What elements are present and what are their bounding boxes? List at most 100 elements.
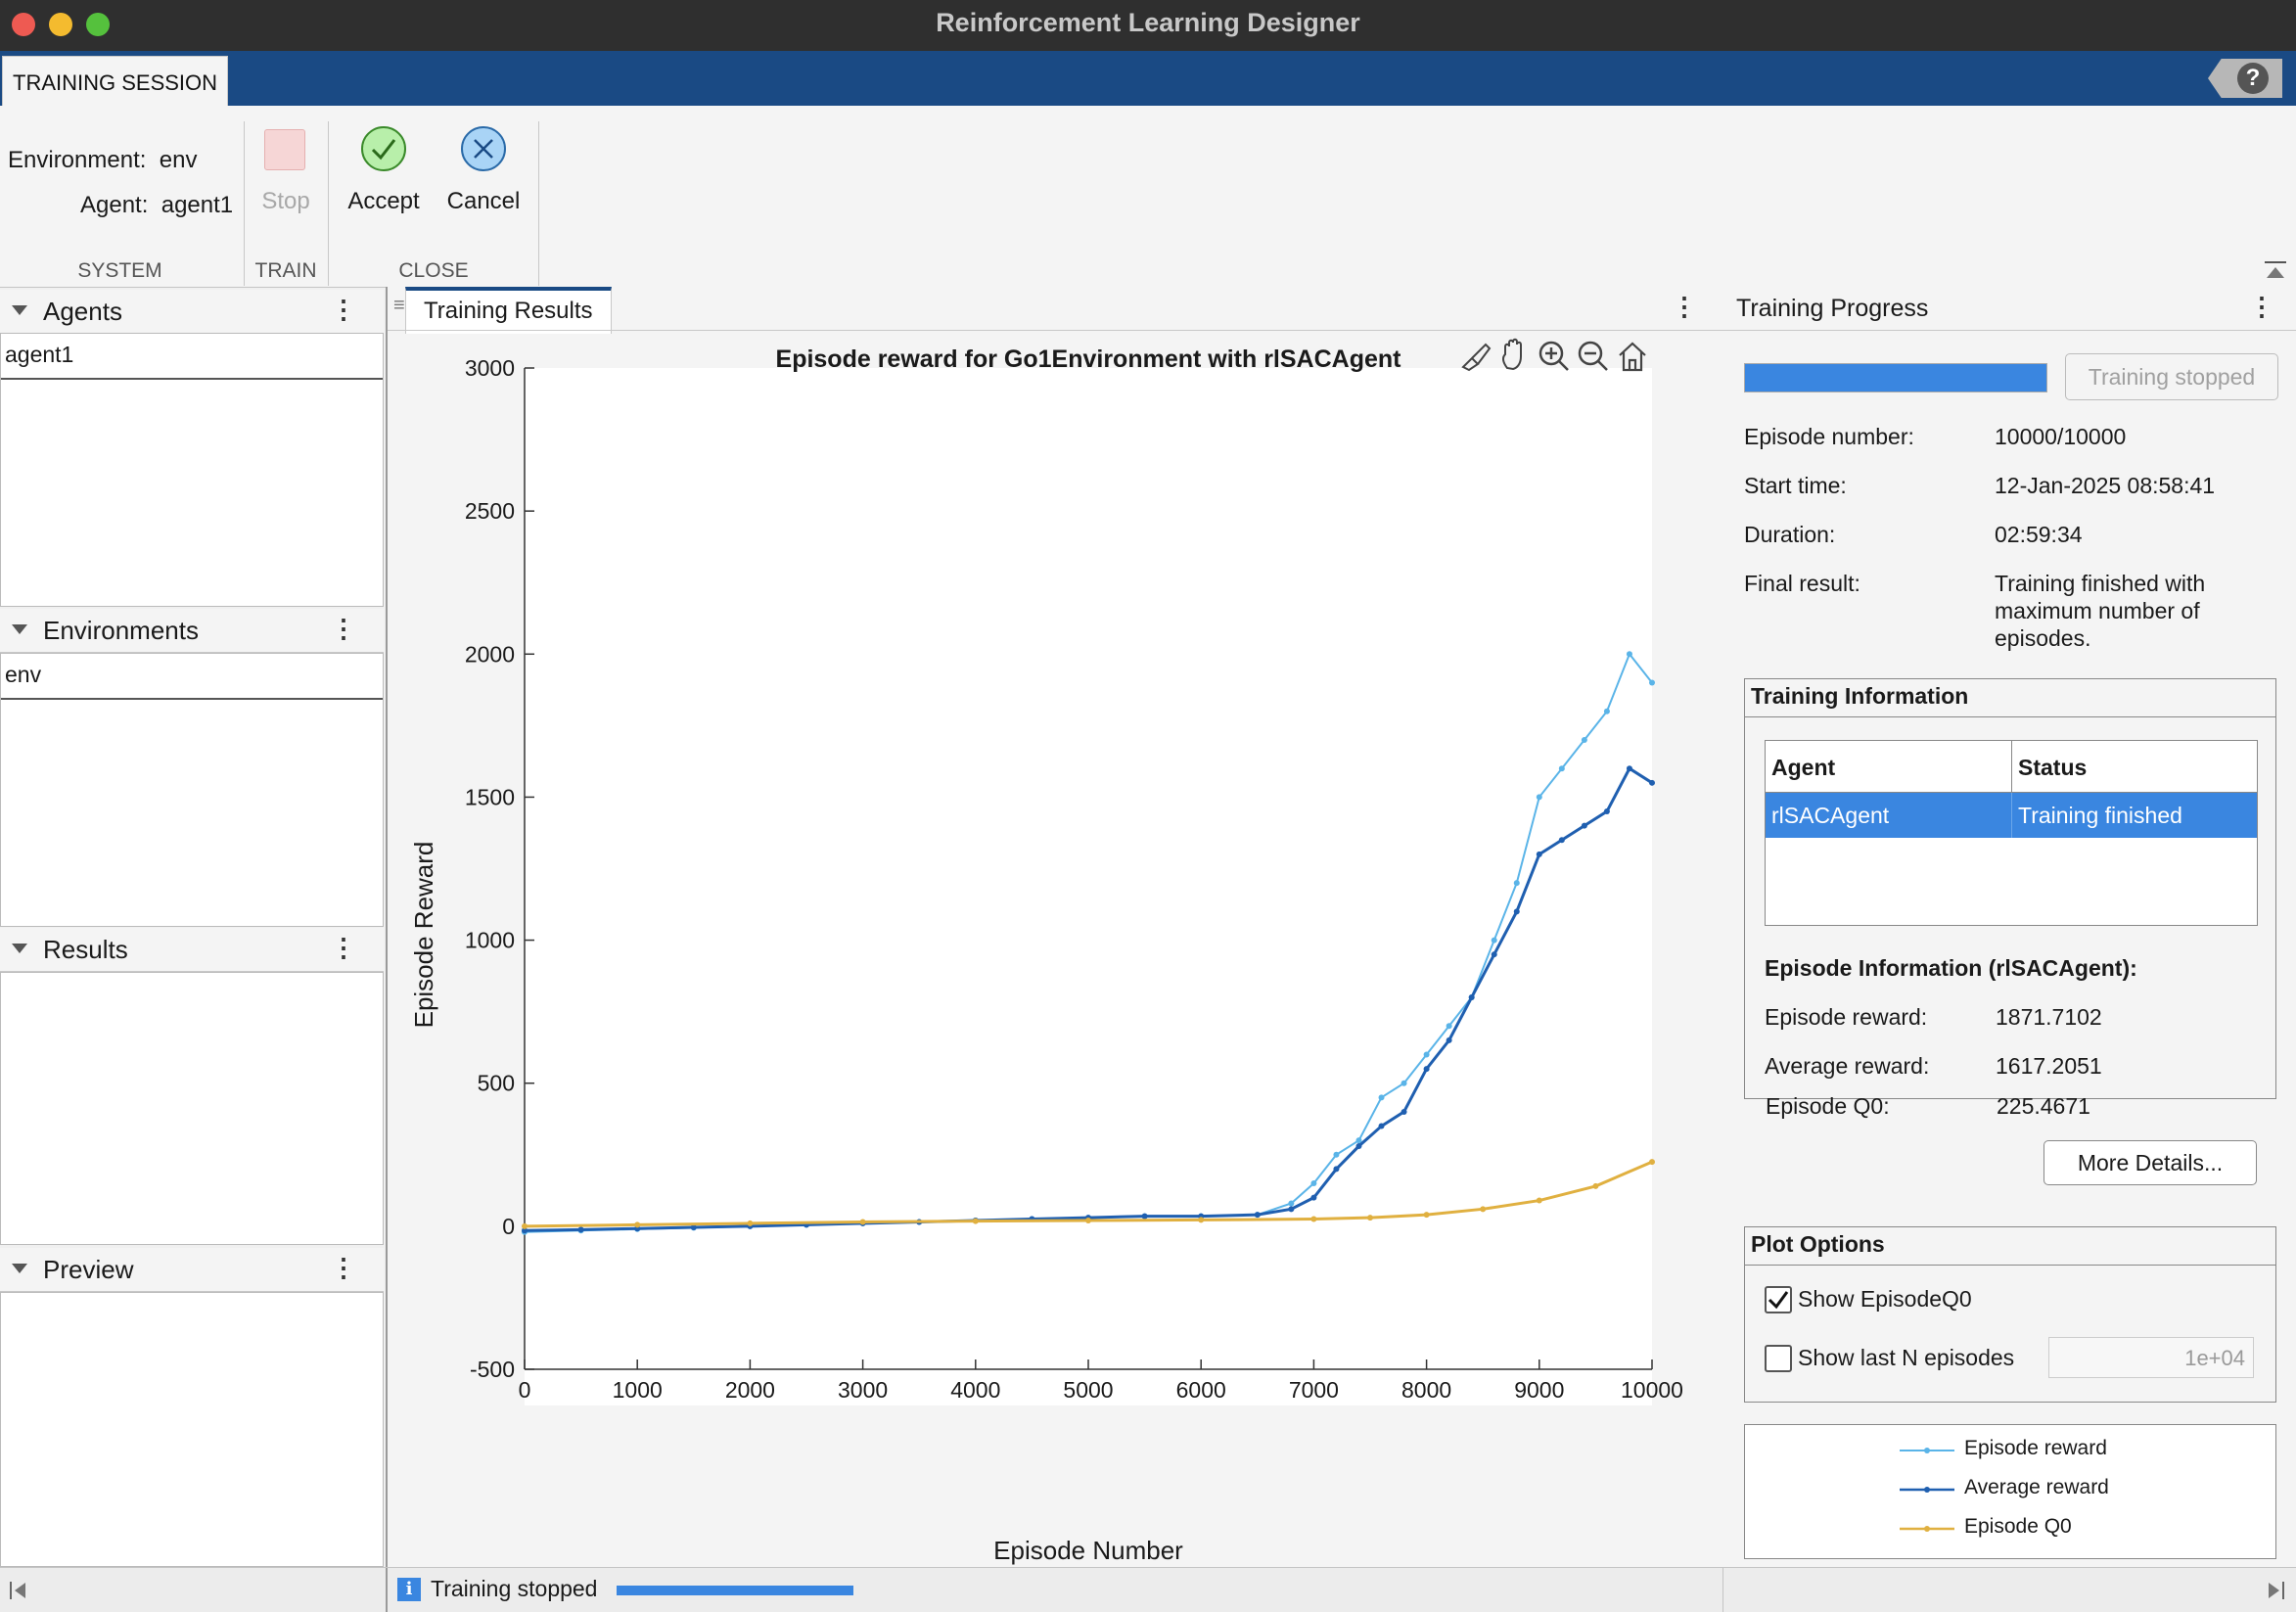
series-point-1 <box>577 1226 584 1233</box>
x-tick-label: 4000 <box>950 1377 1000 1403</box>
zoom-in-icon[interactable] <box>1538 341 1569 371</box>
x-tick-label: 8000 <box>1401 1377 1451 1403</box>
accept-button[interactable]: Accept <box>347 188 420 214</box>
episode-reward-label: Episode reward: <box>1765 1004 1928 1030</box>
document-bar-icon[interactable]: ≡ <box>393 295 405 316</box>
x-tick-label: 0 <box>519 1377 531 1403</box>
episode-number-label: Episode number: <box>1744 424 1914 449</box>
minimize-window-button[interactable] <box>49 13 72 36</box>
series-line-2 <box>524 1160 1653 1228</box>
series-point-2 <box>747 1220 754 1226</box>
preview-panel-header[interactable]: Preview ⋮ <box>0 1248 384 1292</box>
collapse-toolstrip-icon[interactable] <box>2263 258 2288 282</box>
kebab-menu-icon[interactable]: ⋮ <box>2249 292 2274 321</box>
center-document-area: ≡ Training Results ⋮ Episode reward for … <box>386 287 1725 1567</box>
training-progress-header: Training Progress ⋮ <box>1724 287 2296 331</box>
zoom-window-button[interactable] <box>86 13 110 36</box>
close-window-button[interactable] <box>12 13 35 36</box>
info-icon: i <box>397 1578 421 1601</box>
final-result-line-2: maximum number of <box>1995 598 2200 623</box>
kebab-menu-icon[interactable]: ⋮ <box>331 614 356 643</box>
x-tick-label: 1000 <box>613 1377 663 1403</box>
list-item-divider <box>1 698 383 700</box>
chevron-down-icon[interactable] <box>12 624 27 634</box>
x-tick-label: 5000 <box>1063 1377 1113 1403</box>
chevron-down-icon[interactable] <box>12 1264 27 1273</box>
show-episode-q0-label: Show EpisodeQ0 <box>1798 1286 1972 1312</box>
training-status-button[interactable]: Training stopped <box>2065 353 2278 400</box>
environment-value: env <box>159 147 198 173</box>
more-details-button[interactable]: More Details... <box>2043 1140 2257 1185</box>
kebab-menu-icon[interactable]: ⋮ <box>331 1253 356 1282</box>
series-point-1 <box>1401 1108 1407 1115</box>
results-panel-title: Results <box>43 935 128 964</box>
series-point-0 <box>1378 1094 1385 1101</box>
series-point-0 <box>1581 736 1587 743</box>
chevron-down-icon[interactable] <box>12 305 27 315</box>
status-divider <box>1722 1568 1723 1612</box>
series-point-0 <box>1603 708 1610 714</box>
tab-training-session[interactable]: TRAINING SESSION <box>2 56 229 107</box>
series-point-2 <box>1536 1197 1542 1204</box>
episode-reward-chart[interactable]: Episode reward for Go1Environment with r… <box>388 331 1724 1566</box>
table-header: Agent Status <box>1766 741 2257 793</box>
pan-icon[interactable] <box>1502 338 1522 371</box>
agents-panel-header[interactable]: Agents ⋮ <box>0 290 384 334</box>
list-item-agent1[interactable]: agent1 <box>5 342 74 367</box>
kebab-menu-icon[interactable]: ⋮ <box>1672 292 1697 321</box>
chart-title: Episode reward for Go1Environment with r… <box>776 345 1402 373</box>
show-last-n-episodes-checkbox[interactable] <box>1765 1345 1792 1372</box>
collapse-right-icon[interactable] <box>2267 1580 2286 1601</box>
stop-button[interactable]: Stop <box>261 188 310 214</box>
chart-x-axis-label: Episode Number <box>993 1536 1183 1565</box>
series-point-0 <box>1491 937 1497 944</box>
series-point-2 <box>1198 1217 1205 1223</box>
last-n-episodes-input[interactable]: 1e+04 <box>2048 1337 2254 1378</box>
section-close: CLOSE <box>398 259 469 282</box>
episode-q0-label: Episode Q0: <box>1766 1093 1890 1119</box>
series-point-2 <box>522 1222 528 1229</box>
final-result-line-1: Training finished with <box>1995 571 2206 596</box>
series-point-1 <box>1491 951 1497 958</box>
kebab-menu-icon[interactable]: ⋮ <box>331 295 356 324</box>
environments-panel-header[interactable]: Environments ⋮ <box>0 609 384 653</box>
chevron-down-icon[interactable] <box>12 944 27 953</box>
x-tick-label: 10000 <box>1621 1377 1683 1403</box>
chart-plot-area <box>525 368 1652 1405</box>
zoom-out-icon[interactable] <box>1578 341 1608 371</box>
x-tick-label: 9000 <box>1514 1377 1564 1403</box>
series-point-1 <box>1333 1166 1340 1173</box>
kebab-menu-icon[interactable]: ⋮ <box>331 933 356 962</box>
column-header-status[interactable]: Status <box>2018 755 2088 780</box>
show-episode-q0-checkbox[interactable] <box>1765 1286 1792 1313</box>
legend-average-reward: Average reward <box>1964 1476 2109 1498</box>
tab-training-results[interactable]: Training Results <box>405 287 612 334</box>
section-system: SYSTEM <box>77 259 162 282</box>
brush-icon[interactable] <box>1461 343 1492 372</box>
column-header-agent[interactable]: Agent <box>1771 755 1836 780</box>
results-panel-header[interactable]: Results ⋮ <box>0 928 384 972</box>
series-point-2 <box>859 1219 866 1225</box>
average-reward-value: 1617.2051 <box>1996 1053 2102 1079</box>
home-icon[interactable] <box>1619 342 1646 372</box>
results-list <box>0 972 384 1245</box>
start-time-label: Start time: <box>1744 473 1847 498</box>
start-time-value: 12-Jan-2025 08:58:41 <box>1995 473 2216 498</box>
agent-value: agent1 <box>161 192 234 218</box>
series-point-1 <box>1468 994 1475 1001</box>
list-item-env[interactable]: env <box>5 662 42 687</box>
table-row[interactable]: rlSACAgent Training finished <box>1766 793 2257 838</box>
collapse-left-icon[interactable] <box>8 1580 27 1601</box>
series-point-1 <box>690 1224 697 1231</box>
y-tick-label: 2000 <box>465 641 515 667</box>
series-point-1 <box>1378 1123 1385 1129</box>
legend-episode-q0: Episode Q0 <box>1964 1515 2072 1538</box>
stop-icon <box>264 129 305 170</box>
series-point-2 <box>1423 1212 1430 1219</box>
series-point-1 <box>1355 1143 1362 1150</box>
tab-divider <box>388 330 1724 331</box>
cancel-button[interactable]: Cancel <box>446 188 521 214</box>
chart-y-axis-label: Episode Reward <box>409 842 438 1029</box>
window-title-bar: Reinforcement Learning Designer <box>0 0 2296 51</box>
help-icon[interactable]: ? <box>2237 63 2269 94</box>
